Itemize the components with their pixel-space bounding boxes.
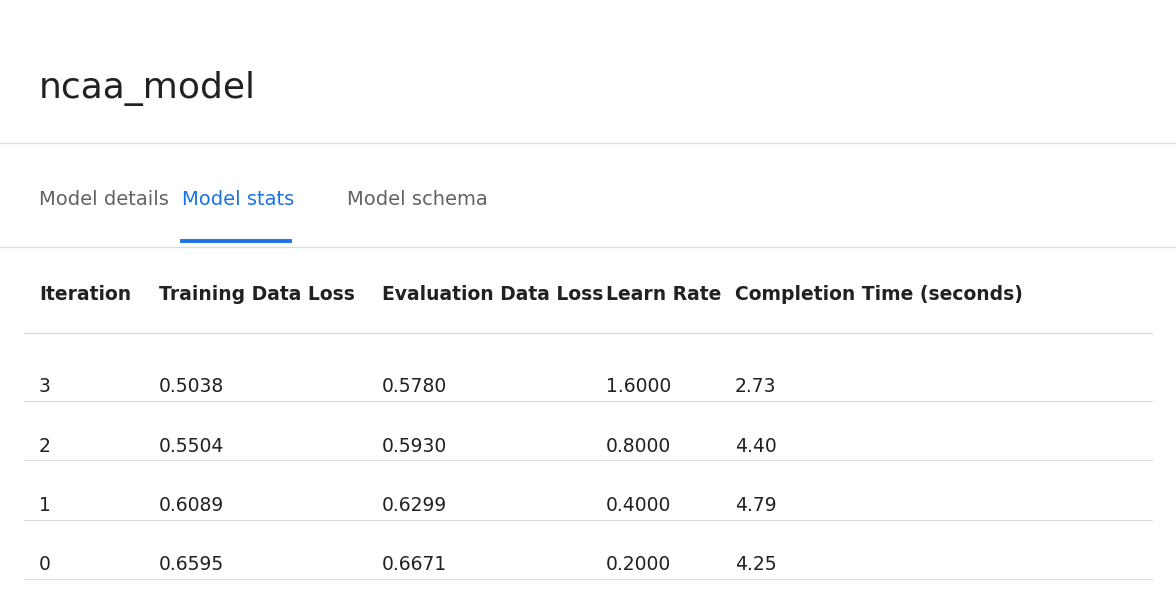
- Text: 0.5038: 0.5038: [159, 377, 223, 396]
- Text: 4.25: 4.25: [735, 555, 776, 574]
- Text: 0.5504: 0.5504: [159, 437, 225, 456]
- Text: 2: 2: [39, 437, 51, 456]
- Text: ncaa_model: ncaa_model: [39, 71, 256, 106]
- Text: Model stats: Model stats: [182, 190, 294, 209]
- Text: Learn Rate: Learn Rate: [606, 285, 721, 304]
- Text: Training Data Loss: Training Data Loss: [159, 285, 355, 304]
- Text: 0.6299: 0.6299: [382, 496, 447, 515]
- Text: Evaluation Data Loss: Evaluation Data Loss: [382, 285, 603, 304]
- Text: Model details: Model details: [39, 190, 168, 209]
- Text: 4.40: 4.40: [735, 437, 777, 456]
- Text: Completion Time (seconds): Completion Time (seconds): [735, 285, 1023, 304]
- Text: 0.5780: 0.5780: [382, 377, 447, 396]
- Text: 0.6595: 0.6595: [159, 555, 223, 574]
- Text: 2.73: 2.73: [735, 377, 776, 396]
- Text: 4.79: 4.79: [735, 496, 776, 515]
- Text: Model schema: Model schema: [347, 190, 488, 209]
- Text: 0.6671: 0.6671: [382, 555, 447, 574]
- Text: Iteration: Iteration: [39, 285, 131, 304]
- Text: 0: 0: [39, 555, 51, 574]
- Text: 0.5930: 0.5930: [382, 437, 447, 456]
- Text: 0.8000: 0.8000: [606, 437, 670, 456]
- Text: 0.2000: 0.2000: [606, 555, 670, 574]
- Text: 1: 1: [39, 496, 51, 515]
- Text: 0.4000: 0.4000: [606, 496, 671, 515]
- Text: 0.6089: 0.6089: [159, 496, 223, 515]
- Text: 3: 3: [39, 377, 51, 396]
- Text: 1.6000: 1.6000: [606, 377, 670, 396]
